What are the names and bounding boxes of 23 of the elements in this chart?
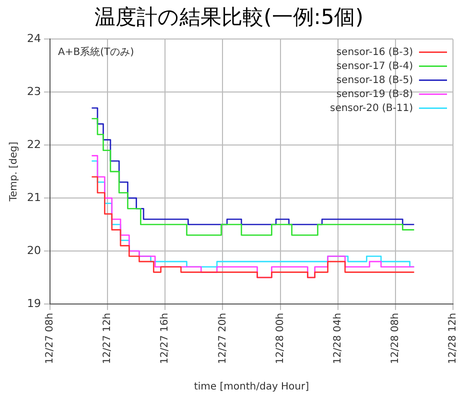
annotation: A+B系統(Tのみ): [58, 46, 134, 58]
legend-label: sensor-18 (B-5): [336, 74, 414, 86]
chart-title: 温度計の結果比較(一例:5個): [94, 5, 364, 30]
x-tick-label: 12/27 12h: [102, 312, 114, 364]
x-axis-title: time [month/day Hour]: [194, 382, 310, 393]
y-axis-title: Temp. [deg]: [8, 142, 20, 202]
x-tick-label: 12/28 08h: [390, 312, 402, 364]
legend-label: sensor-16 (B-3): [336, 46, 414, 58]
legend-label: sensor-20 (B-11): [330, 102, 414, 114]
y-tick-label: 20: [26, 244, 41, 257]
legend-label: sensor-17 (B-4): [336, 60, 414, 72]
x-tick-label: 12/27 08h: [44, 312, 56, 364]
x-tick-label: 12/28 12h: [448, 312, 459, 364]
x-tick-label: 12/28 04h: [332, 312, 344, 364]
y-tick-label: 22: [26, 138, 41, 151]
y-tick-label: 19: [26, 296, 41, 310]
x-tick-label: 12/28 00h: [274, 312, 286, 364]
x-tick-label: 12/27 20h: [217, 312, 228, 364]
legend-label: sensor-19 (B-8): [336, 88, 414, 100]
y-tick-label: 21: [26, 190, 41, 204]
y-tick-label: 24: [26, 32, 41, 46]
x-tick-label: 12/27 16h: [160, 312, 171, 364]
y-tick-label: 23: [26, 85, 41, 98]
